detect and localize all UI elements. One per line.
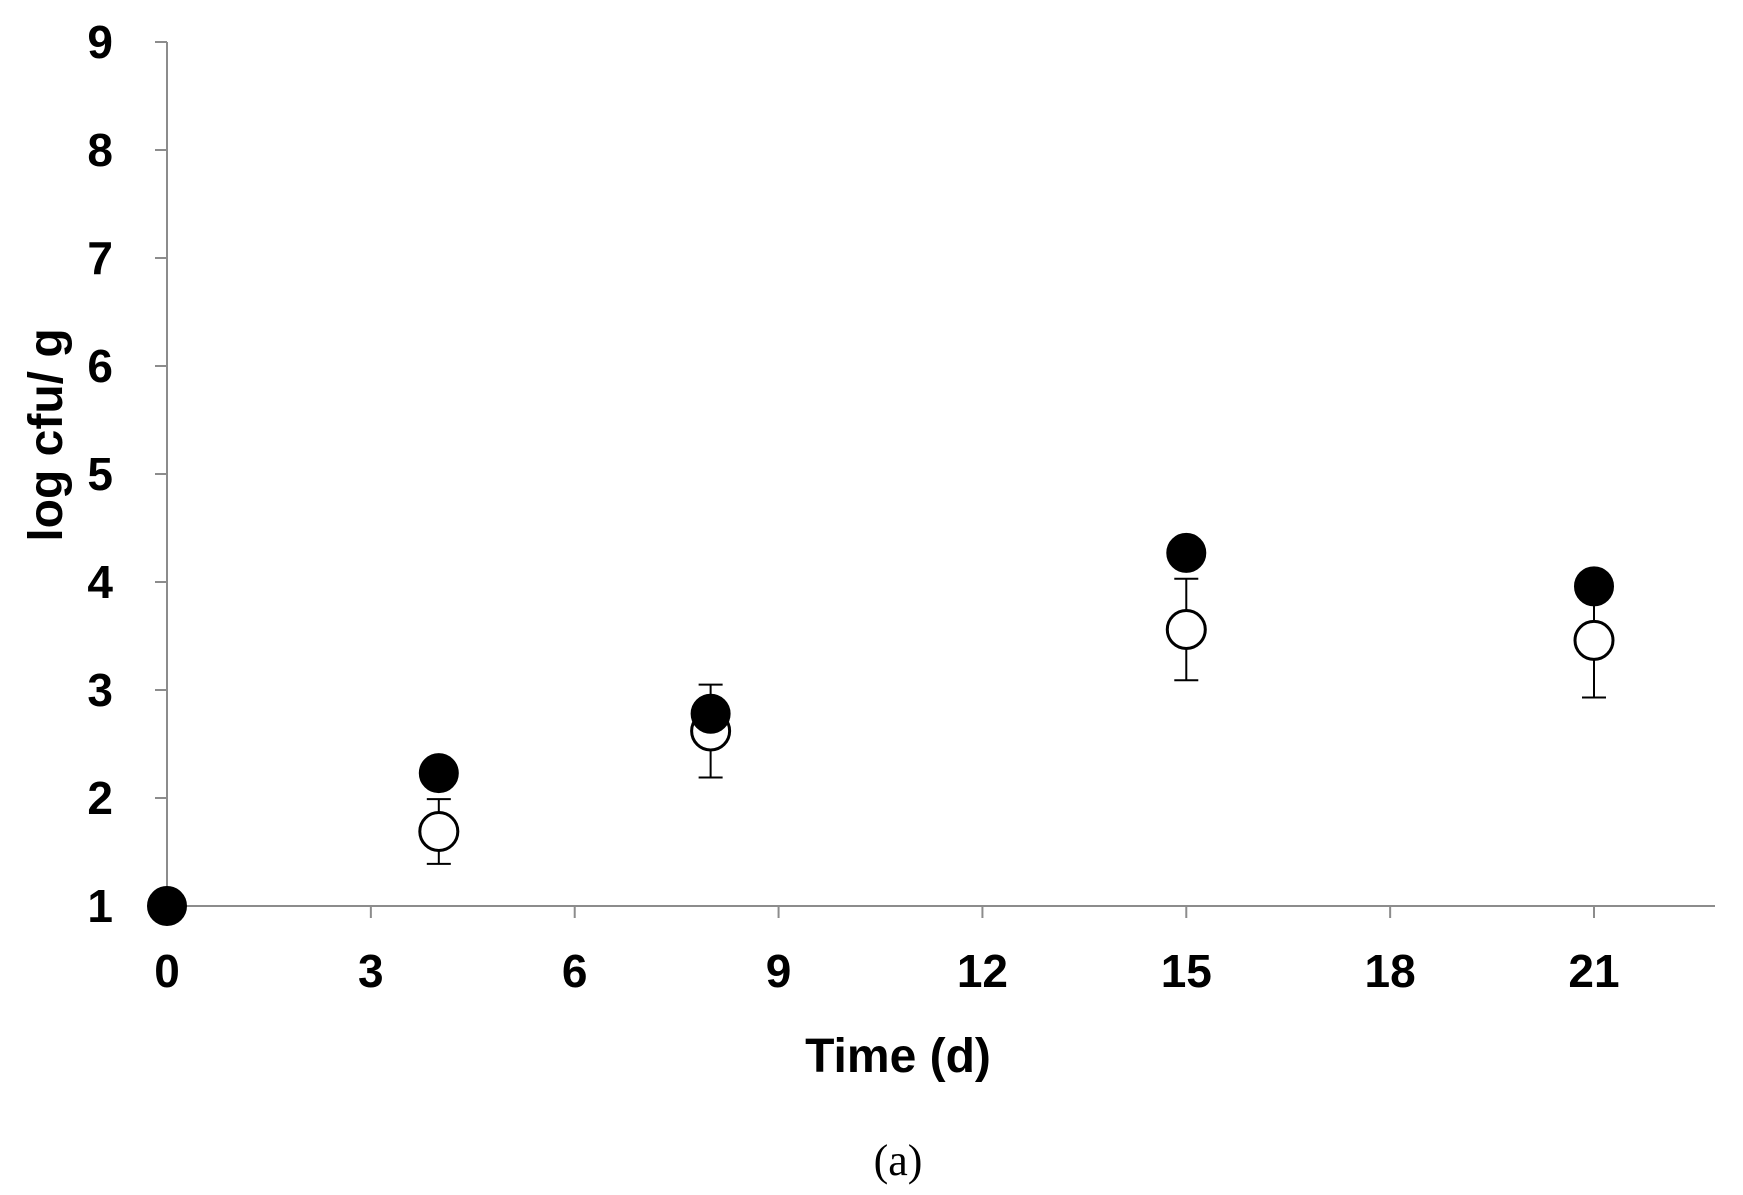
- open-circle-point: [418, 810, 460, 852]
- x-tick-label: 18: [1365, 945, 1416, 997]
- open-circle-point: [1573, 619, 1615, 661]
- open-circle-point: [1165, 609, 1207, 651]
- y-tick-label: 5: [87, 448, 113, 500]
- x-tick-label: 15: [1161, 945, 1212, 997]
- x-tick-label: 21: [1568, 945, 1619, 997]
- filled-circle-point: [1166, 532, 1207, 573]
- y-axis-title: log cfu/ g: [20, 328, 73, 541]
- y-tick-label: 4: [87, 556, 113, 608]
- data-marks: [147, 532, 1615, 926]
- y-tick-label: 9: [87, 16, 113, 68]
- x-tick-label: 3: [358, 945, 384, 997]
- y-tick-label: 3: [87, 664, 113, 716]
- filled-circle-point: [690, 693, 731, 734]
- x-tick-label: 6: [562, 945, 588, 997]
- filled-circle-point: [147, 886, 187, 926]
- axes: [166, 42, 1715, 907]
- filled-circle-point: [418, 753, 459, 794]
- y-tick-label: 6: [87, 340, 113, 392]
- y-tick-label: 1: [87, 880, 113, 932]
- filled-circle-point: [1574, 566, 1614, 607]
- panel-label: (a): [874, 1136, 923, 1185]
- y-tick-label: 2: [87, 772, 113, 824]
- x-axis-ticks: 0 3 6 9 12 15 18 21: [154, 906, 1620, 997]
- x-tick-label: 9: [766, 945, 792, 997]
- x-tick-label: 12: [957, 945, 1008, 997]
- x-tick-label: 0: [154, 945, 180, 997]
- x-axis-title: Time (d): [805, 1030, 991, 1083]
- y-axis-ticks: 1 2 3 4 5 6 7 8 9: [87, 16, 167, 932]
- y-tick-label: 7: [87, 232, 113, 284]
- y-tick-label: 8: [87, 124, 113, 176]
